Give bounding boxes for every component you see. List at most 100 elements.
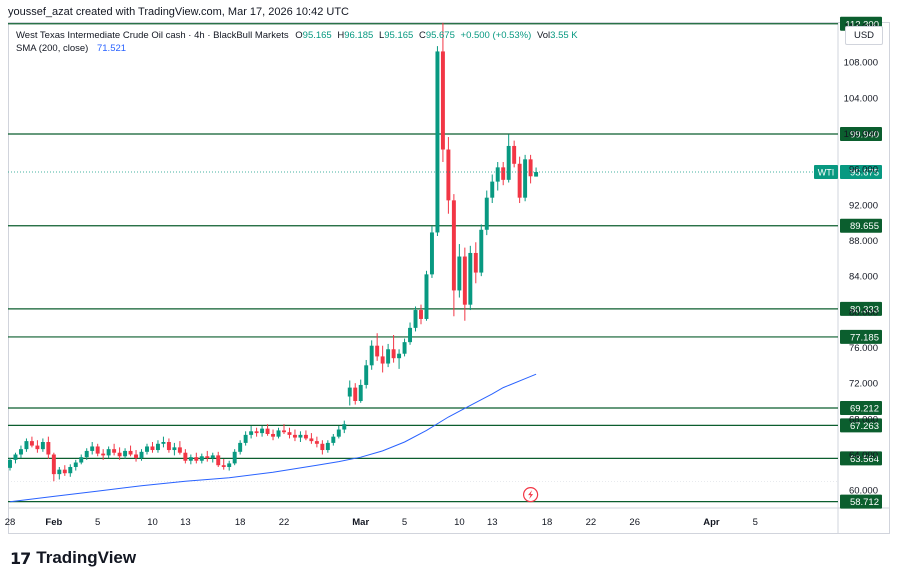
candle xyxy=(358,379,363,403)
logo-text: TradingView xyxy=(36,548,137,567)
candle-body xyxy=(123,450,128,457)
price-tick-label: 76.000 xyxy=(849,343,878,354)
candle-body xyxy=(62,469,67,474)
candle xyxy=(473,242,478,284)
candle-body xyxy=(303,434,308,439)
candle xyxy=(210,452,215,463)
candle xyxy=(183,449,188,464)
candle xyxy=(402,338,407,357)
candle-body xyxy=(325,442,330,451)
candle-body xyxy=(232,451,237,464)
price-tick-label: 60.000 xyxy=(849,486,878,497)
candle xyxy=(188,454,193,465)
candle-body xyxy=(320,443,325,451)
candle xyxy=(216,451,221,467)
candle xyxy=(501,162,506,186)
time-tick-label: Mar xyxy=(352,517,369,528)
candle-body xyxy=(358,384,363,401)
candle-body xyxy=(183,452,188,461)
candle-body xyxy=(391,349,396,359)
candle xyxy=(320,440,325,455)
candle xyxy=(249,425,254,439)
time-tick-label: 13 xyxy=(180,517,191,528)
candle xyxy=(517,156,522,204)
level-label-bg xyxy=(840,127,882,142)
candle xyxy=(117,447,122,460)
candle xyxy=(342,420,347,434)
candle-body xyxy=(134,454,139,459)
price-tick-label: 104.000 xyxy=(844,93,878,104)
candle-body xyxy=(419,310,423,319)
candle xyxy=(24,438,29,452)
candle-body xyxy=(451,200,456,291)
candle xyxy=(490,174,495,204)
time-tick-label: 10 xyxy=(454,517,465,528)
candle-body xyxy=(380,356,385,364)
candle xyxy=(227,460,232,471)
candle-body xyxy=(523,159,528,198)
candle-body xyxy=(440,51,445,150)
candle-body xyxy=(194,457,199,461)
candle xyxy=(479,224,484,277)
candle-body xyxy=(271,433,276,437)
price-tick-label: 84.000 xyxy=(849,272,878,283)
candle-body xyxy=(331,436,336,443)
candle-body xyxy=(265,428,270,434)
level-label: 69.212 xyxy=(850,404,879,415)
candle xyxy=(128,445,133,457)
candle xyxy=(79,454,84,465)
level-label-bg xyxy=(840,401,882,416)
candle-body xyxy=(386,349,391,364)
horizontal-levels: 112.300 99.940 89.655 80.333 77.185 69.212 67.… xyxy=(8,16,882,509)
level-label-bg xyxy=(840,451,882,466)
candle-body xyxy=(501,167,506,180)
level-label: 99.940 xyxy=(850,130,879,141)
candle-body xyxy=(413,310,418,328)
current-symbol-label: WTI xyxy=(818,168,835,178)
candle xyxy=(13,452,18,464)
candle xyxy=(375,333,380,361)
candle xyxy=(221,458,226,470)
candle xyxy=(150,442,155,453)
symbol-legend: West Texas Intermediate Crude Oil cash ·… xyxy=(16,30,578,41)
candle-body xyxy=(287,432,292,435)
candle-body xyxy=(336,429,341,437)
candle-body xyxy=(166,442,171,451)
candle xyxy=(424,270,429,321)
candle xyxy=(391,335,396,363)
candle xyxy=(139,449,144,461)
candle xyxy=(238,440,243,455)
candle-body xyxy=(479,229,484,273)
candle-body xyxy=(112,449,117,453)
candle xyxy=(177,441,182,455)
candle-body xyxy=(424,274,429,319)
candle xyxy=(429,226,434,278)
candle-body xyxy=(155,443,160,451)
candle-body xyxy=(68,466,73,474)
candle-body xyxy=(364,365,369,385)
candle xyxy=(347,380,352,406)
candle-body xyxy=(249,431,254,435)
candle-body xyxy=(227,463,232,467)
candle-body xyxy=(402,342,407,354)
attribution: youssef_azat created with TradingView.co… xyxy=(8,6,349,18)
candle xyxy=(336,425,341,439)
candle-body xyxy=(473,252,478,273)
sma-line xyxy=(9,373,537,503)
currency-button[interactable]: USD xyxy=(845,26,883,45)
candle-body xyxy=(457,256,462,291)
time-tick-label: Feb xyxy=(45,517,62,528)
candle xyxy=(243,431,248,446)
candle xyxy=(112,443,117,456)
candle-body xyxy=(342,424,347,430)
price-tick-label: 92.000 xyxy=(849,200,878,211)
candle-body xyxy=(369,345,374,366)
candle-body xyxy=(188,457,193,461)
indicator-legend: SMA (200, close) 71.521 xyxy=(16,43,126,54)
candle xyxy=(95,443,100,457)
time-tick-label: 10 xyxy=(147,517,158,528)
candle-body xyxy=(260,428,265,434)
candle xyxy=(51,452,56,482)
candle xyxy=(282,424,286,434)
